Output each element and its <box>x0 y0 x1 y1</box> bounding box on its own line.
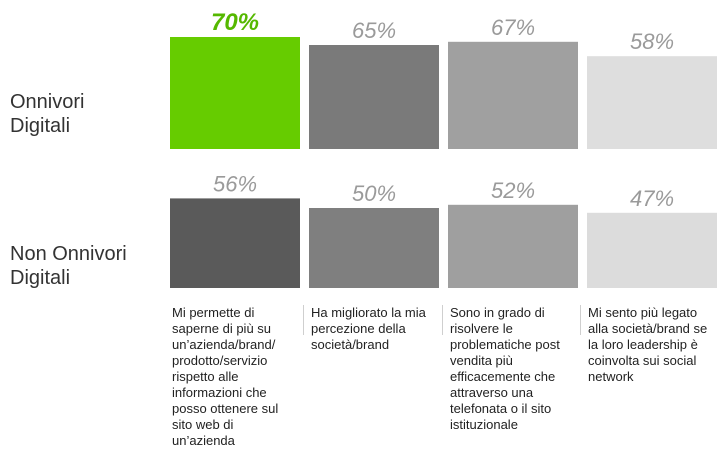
data-label: 58% <box>630 29 674 54</box>
bar-onnivori-4 <box>587 56 717 150</box>
row-label-non-onnivori: Non Onnivori Digitali <box>10 242 127 290</box>
data-label: 70% <box>211 9 259 36</box>
category-label-line: rispetto alle <box>172 369 239 384</box>
category-label-line: posso ottenere sul <box>172 401 279 416</box>
category-label-line: società/brand <box>311 337 390 352</box>
bar-onnivori-1 <box>170 37 300 149</box>
category-label-line: attraverso una <box>450 385 534 400</box>
category-label-line: problematiche post <box>450 337 560 352</box>
bar-onnivori-3 <box>448 41 578 149</box>
category-label-line: percezione della <box>311 321 406 336</box>
bar-non-onnivori-4 <box>587 212 717 288</box>
category-label-line: un’azienda <box>172 433 235 448</box>
row-label-line: Digitali <box>10 115 71 137</box>
category-label-line: alla società/brand se <box>588 321 708 336</box>
bar-onnivori-2 <box>309 45 439 149</box>
category-label-line: risolvere le <box>450 321 513 336</box>
category-label-line: un’azienda/brand/ <box>172 337 276 352</box>
category-label-4: Mi sento più legato alla società/brand s… <box>588 305 723 385</box>
category-label-line: vendita più <box>450 353 513 368</box>
category-label-line: istituzionale <box>450 417 518 432</box>
category-label-line: Sono in grado di <box>450 305 545 320</box>
data-label: 65% <box>352 18 396 43</box>
data-label: 56% <box>213 171 257 196</box>
category-label-1: Mi permette di saperne di più su un’azie… <box>172 305 307 449</box>
divider-line <box>442 305 443 335</box>
bar-non-onnivori-2 <box>309 208 439 288</box>
data-label: 67% <box>491 15 535 40</box>
category-label-line: Ha migliorato la mia <box>311 305 426 320</box>
data-label: 47% <box>630 186 674 211</box>
row-label-onnivori: Onnivori Digitali <box>10 90 84 138</box>
category-label-line: informazioni che <box>172 385 267 400</box>
category-label-line: Mi permette di <box>172 305 255 320</box>
category-label-line: sito web di <box>172 417 234 432</box>
category-label-line: la loro leadership è <box>588 337 698 352</box>
bar-non-onnivori-1 <box>170 198 300 288</box>
bar-non-onnivori-3 <box>448 204 578 288</box>
row-label-line: Onnivori <box>10 91 85 113</box>
category-label-line: saperne di più su <box>172 321 272 336</box>
category-label-line: telefonata o il sito <box>450 401 552 416</box>
data-label: 52% <box>491 178 535 203</box>
category-label-line: prodotto/servizio <box>172 353 268 368</box>
category-label-line: efficacemente che <box>450 369 556 384</box>
category-label-line: network <box>588 369 634 384</box>
row-label-line: Non Onnivori <box>10 243 127 265</box>
row-label-line: Digitali <box>10 267 71 289</box>
divider-line <box>580 305 581 335</box>
category-label-line: coinvolta sui social <box>588 353 697 368</box>
divider-line <box>303 305 304 335</box>
category-label-2: Ha migliorato la mia percezione della so… <box>311 305 446 353</box>
data-label: 50% <box>352 181 396 206</box>
category-label-3: Sono in grado di risolvere le problemati… <box>450 305 585 433</box>
category-label-line: Mi sento più legato <box>588 305 698 320</box>
